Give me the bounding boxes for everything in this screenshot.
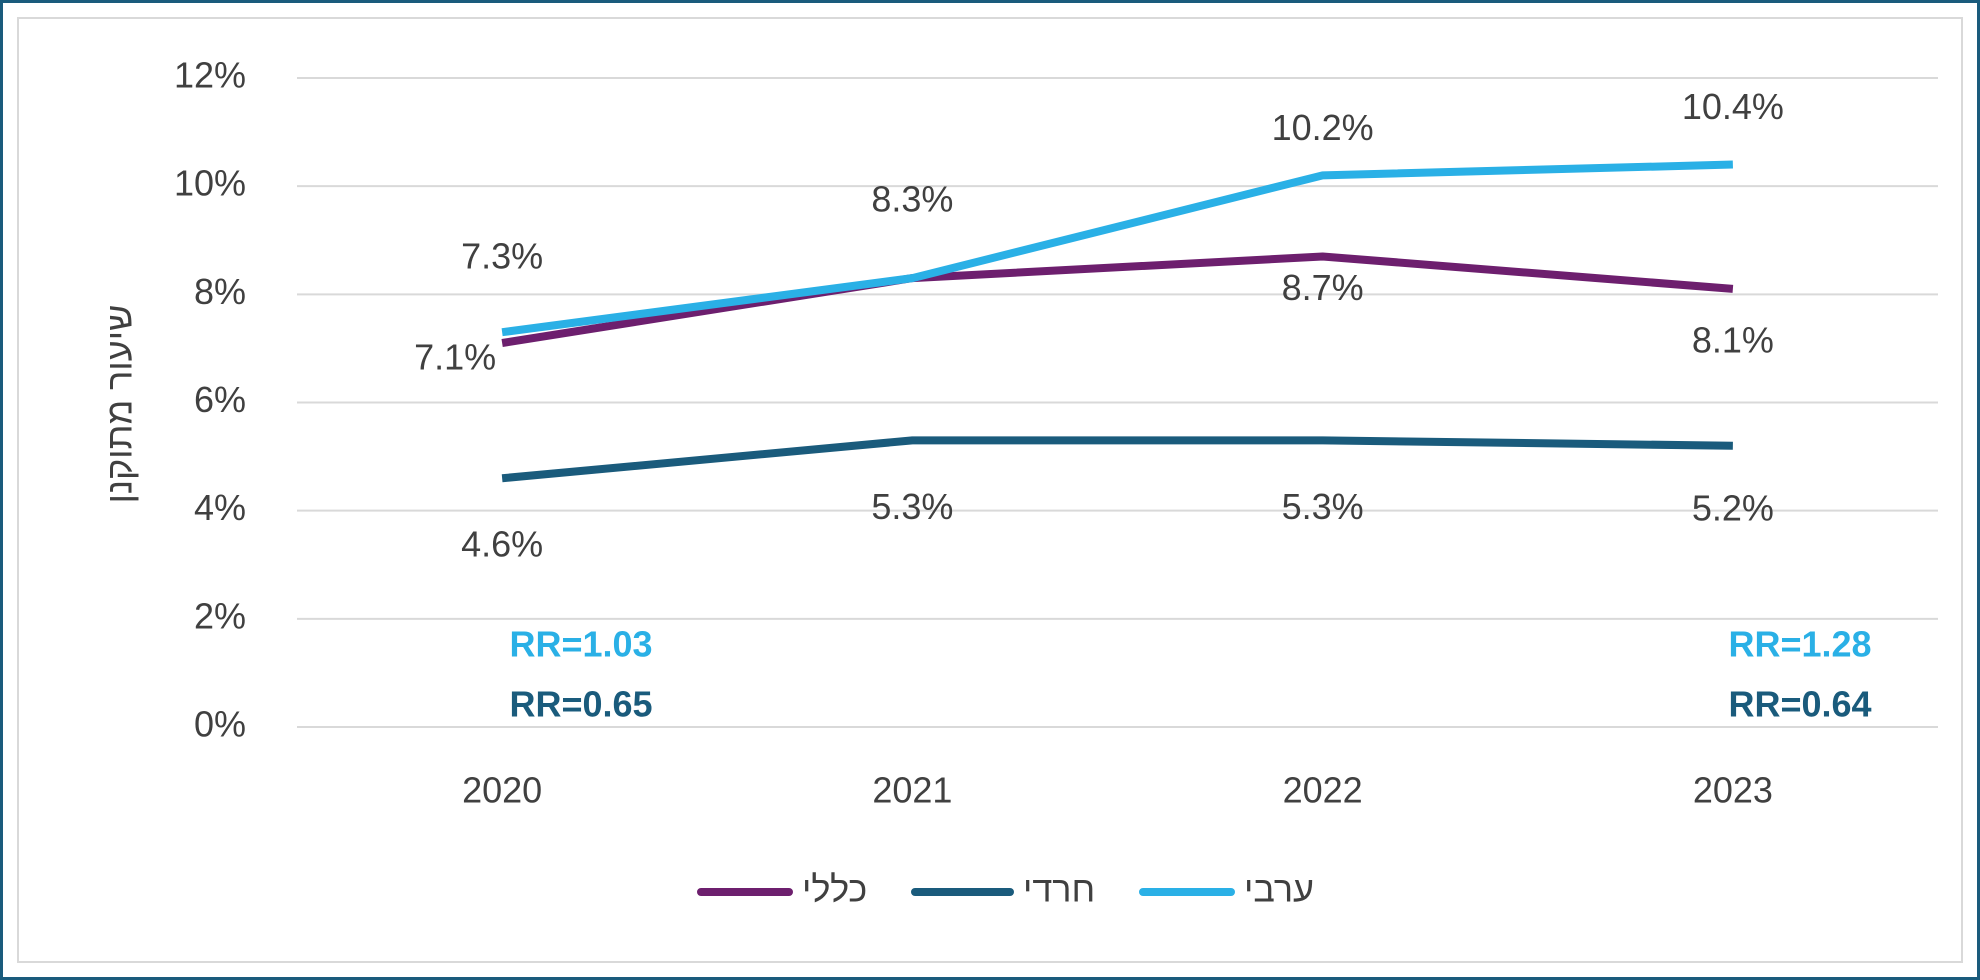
legend-label: כללי	[802, 869, 867, 910]
data-label: 5.2%	[1692, 487, 1774, 528]
chart-frame	[17, 17, 1963, 963]
x-tick-label: 2020	[462, 770, 542, 811]
data-label: 8.7%	[1282, 267, 1364, 308]
series-line	[501, 436, 1733, 483]
data-label: 7.3%	[461, 236, 543, 277]
annotation: RR=0.64	[1728, 684, 1871, 725]
x-tick-label: 2022	[1283, 770, 1363, 811]
y-tick-label: 10%	[174, 163, 246, 204]
y-tick-label: 4%	[194, 487, 246, 528]
annotation: RR=0.65	[509, 684, 652, 725]
data-label: 5.3%	[871, 486, 953, 527]
data-label: 8.1%	[1692, 319, 1774, 360]
data-label: 7.1%	[414, 337, 496, 378]
x-tick-label: 2023	[1693, 770, 1773, 811]
legend-label: חרדי	[1023, 869, 1095, 910]
y-tick-label: 2%	[194, 595, 246, 636]
y-tick-label: 6%	[194, 379, 246, 420]
annotation: RR=1.28	[1728, 624, 1871, 665]
y-axis-label: שיעור מתוקנן	[99, 305, 140, 504]
data-label: 10.2%	[1272, 107, 1374, 148]
y-tick-label: 8%	[194, 271, 246, 312]
x-tick-label: 2021	[872, 770, 952, 811]
data-label: 5.3%	[1282, 486, 1364, 527]
data-label: 10.4%	[1682, 86, 1784, 127]
annotation: RR=1.03	[509, 624, 652, 665]
legend-label: ערבי	[1244, 869, 1314, 910]
data-label: 4.6%	[461, 524, 543, 565]
y-tick-label: 0%	[194, 704, 246, 745]
series-line	[501, 160, 1733, 337]
data-label: 8.3%	[871, 179, 953, 220]
y-tick-label: 12%	[174, 55, 246, 96]
series-line	[501, 252, 1734, 347]
